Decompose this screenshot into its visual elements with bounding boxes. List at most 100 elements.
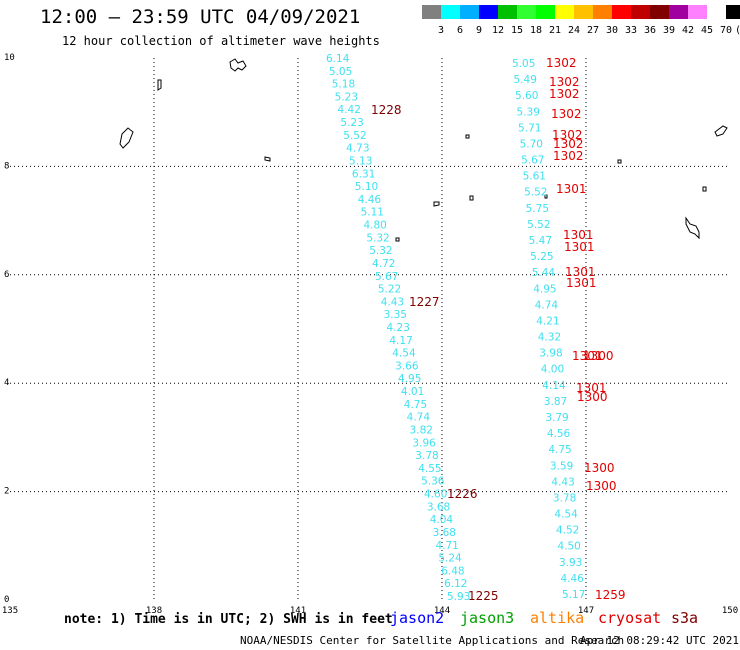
wave-height-value: 3.68 (427, 501, 450, 513)
scale-swatch (555, 5, 574, 19)
pass-time-label: 1301 (566, 276, 597, 290)
scale-label: 36 (643, 25, 657, 36)
wave-height-value: 4.75 (404, 399, 427, 411)
scale-label: (ft) (735, 25, 740, 36)
wave-height-value: 4.74 (535, 299, 559, 311)
y-tick-label: 4 (4, 378, 9, 388)
scale-label: 18 (529, 25, 543, 36)
pass-time-label: 1302 (551, 107, 582, 121)
wave-height-value: 4.21 (536, 315, 559, 327)
scale-label: 9 (475, 25, 483, 36)
wave-height-value: 4.75 (548, 444, 571, 456)
map-title: 12:00 – 23:59 UTC 04/09/2021 (40, 6, 361, 28)
wave-height-value: 5.24 (438, 553, 462, 565)
scale-swatch (726, 5, 740, 19)
wave-height-value: 4.00 (541, 364, 564, 376)
scale-swatch (422, 5, 441, 19)
wave-height-value: 4.55 (418, 463, 441, 475)
pass-time-label: 1302 (549, 75, 580, 89)
x-tick-label: 135 (2, 606, 18, 616)
wave-height-value: 5.52 (343, 130, 366, 142)
map-grid (10, 58, 730, 600)
island-shape (433, 201, 440, 207)
wave-height-value: 4.56 (547, 428, 571, 440)
pass-time-label: 1225 (468, 589, 499, 603)
pass-time-label: 1301 (564, 240, 595, 254)
wave-height-value: 4.46 (358, 194, 382, 206)
wave-height-value: 3.93 (559, 557, 582, 569)
scale-label: 24 (567, 25, 581, 36)
wave-height-value: 6.12 (444, 578, 467, 590)
wave-height-value: 4.43 (551, 476, 574, 488)
wave-height-value: 5.60 (515, 90, 538, 102)
wave-height-value: 4.73 (346, 143, 369, 155)
wave-height-value: 4.42 (338, 104, 361, 116)
scale-swatch (688, 5, 707, 19)
wave-height-value: 5.52 (524, 187, 547, 199)
island-shape (544, 194, 548, 199)
wave-height-value: 5.32 (366, 232, 389, 244)
island-shape (702, 186, 707, 192)
wave-height-value: 5.75 (526, 203, 549, 215)
scale-swatch (460, 5, 479, 19)
pass-time-label: 1302 (553, 149, 584, 163)
wave-height-value: 4.80 (363, 220, 386, 232)
wave-height-value: 5.67 (521, 155, 544, 167)
wave-height-value: 5.05 (512, 58, 535, 70)
wave-height-value: 4.01 (401, 386, 424, 398)
scale-swatch (631, 5, 650, 19)
y-tick-label: 2 (4, 487, 9, 497)
scale-label: 12 (491, 25, 505, 36)
y-tick-label: 6 (4, 270, 9, 280)
scale-label: 27 (586, 25, 600, 36)
pass-time-label: 1301 (563, 228, 594, 242)
wave-height-value: 4.17 (389, 335, 412, 347)
pass-time-label: 1226 (447, 487, 478, 501)
pass-time-label: 1302 (546, 56, 577, 70)
wave-height-value: 5.93 (447, 591, 470, 603)
y-tick-label: 8 (4, 161, 9, 171)
scale-label: 21 (548, 25, 562, 36)
x-tick-label: 141 (290, 606, 306, 616)
wave-height-value: 5.05 (329, 66, 352, 78)
x-tick-label: 150 (722, 606, 738, 616)
wave-height-value: 5.39 (517, 106, 540, 118)
wave-height-value: 4.14 (542, 380, 566, 392)
scale-swatch (650, 5, 669, 19)
wave-height-value: 5.61 (523, 171, 546, 183)
wave-height-value: 4.74 (407, 412, 431, 424)
wave-height-value: 5.67 (375, 271, 398, 283)
y-tick-label: 0 (4, 595, 9, 605)
scale-label: 15 (510, 25, 524, 36)
pass-time-label: 1300 (583, 349, 614, 363)
island-shape (469, 195, 474, 201)
wave-height-value: 5.22 (378, 284, 401, 296)
wave-height-value: 6.48 (441, 565, 464, 577)
satellite-legend-entry: jason3 (460, 609, 515, 627)
altimeter-track-west: 6.145.055.185.234.425.235.524.735.136.31… (326, 53, 470, 603)
island-shape (685, 216, 700, 240)
island-shape (714, 125, 728, 137)
pass-time-label: 1301 (565, 265, 596, 279)
scale-swatch (517, 5, 536, 19)
pass-time-label: 1302 (549, 87, 580, 101)
wave-height-value: 3.98 (539, 348, 562, 360)
scale-swatch (536, 5, 555, 19)
pass-time-label: 1301 (572, 349, 603, 363)
scale-swatch (707, 5, 726, 19)
wave-height-value: 4.52 (556, 525, 579, 537)
wave-height-value: 4.95 (398, 373, 421, 385)
wave-height-value: 3.87 (544, 396, 567, 408)
wave-height-value: 5.25 (530, 251, 553, 263)
wave-height-value: 4.72 (372, 258, 395, 270)
pass-time-label: 1302 (553, 137, 584, 151)
wave-height-value: 3.59 (550, 460, 573, 472)
wave-height-value: 4.95 (533, 283, 556, 295)
wave-height-value: 5.13 (349, 155, 372, 167)
scale-label: 6 (456, 25, 464, 36)
generation-timestamp: Apr 12 08:29:42 UTC 2021 (580, 634, 739, 647)
wave-height-value: 5.18 (332, 79, 355, 91)
island-shape (157, 79, 162, 91)
satellite-legend-entry: jason2 (390, 609, 445, 627)
